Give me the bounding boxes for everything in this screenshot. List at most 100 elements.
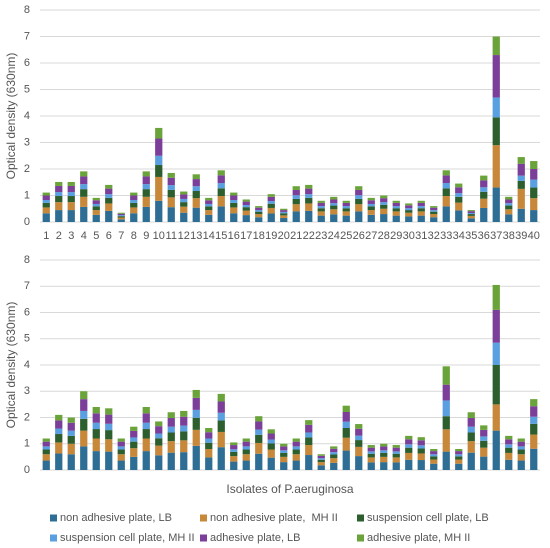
bar-segment bbox=[305, 184, 313, 189]
bar-segment bbox=[455, 454, 463, 457]
bar-segment bbox=[105, 423, 113, 431]
x-axis-label: Isolates of P.aeruginosa bbox=[226, 482, 354, 496]
bar-segment bbox=[130, 213, 138, 222]
bar-segment bbox=[280, 208, 288, 211]
bar-segment bbox=[167, 432, 175, 442]
bar-segment bbox=[292, 446, 300, 450]
bar-segment bbox=[142, 422, 150, 430]
bar-segment bbox=[480, 180, 488, 188]
bar-segment bbox=[117, 460, 125, 470]
bar-segment bbox=[180, 212, 188, 222]
bar-segment bbox=[180, 198, 188, 203]
bar-segment bbox=[530, 169, 538, 180]
bar-segment bbox=[492, 97, 500, 118]
bar-segment bbox=[267, 203, 275, 208]
bar-segment bbox=[105, 194, 113, 198]
bar-segment bbox=[355, 428, 363, 436]
bar-segment bbox=[517, 157, 525, 164]
bar-segment bbox=[355, 189, 363, 196]
bar-segment bbox=[430, 217, 438, 222]
bar-segment bbox=[317, 455, 325, 459]
bar-segment bbox=[167, 452, 175, 470]
bar-segment bbox=[305, 203, 313, 211]
bar-segment bbox=[505, 214, 513, 222]
y-tick-label: 2 bbox=[24, 163, 30, 175]
bar-segment bbox=[42, 213, 50, 222]
bar-segment bbox=[242, 460, 250, 470]
bar-segment bbox=[467, 412, 475, 419]
bar-segment bbox=[155, 421, 163, 427]
bar-segment bbox=[405, 212, 413, 217]
bar-segment bbox=[467, 215, 475, 219]
bar-segment bbox=[292, 204, 300, 212]
bar-segment bbox=[380, 208, 388, 215]
bar-segment bbox=[517, 180, 525, 189]
bar-segment bbox=[480, 456, 488, 470]
x-tick-label: 10 bbox=[153, 230, 165, 242]
bar-segment bbox=[317, 459, 325, 463]
y-tick-label: 0 bbox=[24, 216, 30, 228]
bar-segment bbox=[317, 462, 325, 466]
bar-segment bbox=[167, 426, 175, 433]
bar-segment bbox=[92, 203, 100, 207]
bar-segment bbox=[267, 196, 275, 202]
bar-segment bbox=[492, 365, 500, 405]
bar-segment bbox=[92, 451, 100, 470]
x-tick-label: 5 bbox=[93, 230, 99, 242]
bar-segment bbox=[167, 207, 175, 222]
bar-segment bbox=[355, 446, 363, 457]
bar-segment bbox=[305, 194, 313, 198]
bar-segment bbox=[205, 449, 213, 458]
bar-segment bbox=[130, 192, 138, 196]
bar-segment bbox=[205, 457, 213, 470]
bar-segment bbox=[380, 456, 388, 463]
bar-segment bbox=[167, 185, 175, 190]
bar-segment bbox=[467, 210, 475, 212]
bar-segment bbox=[530, 416, 538, 424]
bar-segment bbox=[517, 454, 525, 461]
bar-segment bbox=[330, 209, 338, 215]
x-tick-label: 8 bbox=[131, 230, 137, 242]
bar-segment bbox=[430, 449, 438, 452]
bar-segment bbox=[55, 420, 63, 429]
bar-segment bbox=[67, 202, 75, 211]
bar-segment bbox=[342, 206, 350, 209]
bar-segment bbox=[205, 214, 213, 222]
bar-segment bbox=[405, 435, 413, 440]
bar-segment bbox=[205, 200, 213, 204]
bar-segment bbox=[230, 449, 238, 452]
bar-segment bbox=[505, 435, 513, 440]
bar-segment bbox=[230, 200, 238, 203]
bar-segment bbox=[167, 172, 175, 178]
bar-segment bbox=[242, 454, 250, 461]
bar-segment bbox=[392, 445, 400, 448]
x-tick-label: 26 bbox=[353, 230, 365, 242]
bar-segment bbox=[80, 189, 88, 197]
bar-segment bbox=[305, 210, 313, 222]
bar-segment bbox=[367, 451, 375, 454]
bar-segment bbox=[417, 437, 425, 441]
bar-segment bbox=[217, 188, 225, 197]
bar-segment bbox=[230, 207, 238, 214]
bar-segment bbox=[505, 209, 513, 215]
x-tick-label: 23 bbox=[315, 230, 327, 242]
y-tick-label: 6 bbox=[24, 306, 30, 318]
bar-segment bbox=[342, 202, 350, 207]
bar-segment bbox=[80, 176, 88, 185]
y-tick-label: 3 bbox=[24, 136, 30, 148]
bar-segment bbox=[255, 207, 263, 211]
bar-segment bbox=[180, 416, 188, 426]
bar-segment bbox=[67, 181, 75, 186]
bar-segment bbox=[392, 208, 400, 212]
bar-segment bbox=[230, 192, 238, 196]
bar-segment bbox=[292, 454, 300, 461]
bar-segment bbox=[155, 433, 163, 439]
bar-segment bbox=[330, 196, 338, 200]
bar-segment bbox=[417, 448, 425, 454]
bar-segment bbox=[467, 432, 475, 442]
x-tick-label: 6 bbox=[106, 230, 112, 242]
bar-segment bbox=[42, 441, 50, 447]
bar-segment bbox=[242, 446, 250, 450]
bar-segment bbox=[117, 454, 125, 461]
bar-segment bbox=[155, 176, 163, 201]
